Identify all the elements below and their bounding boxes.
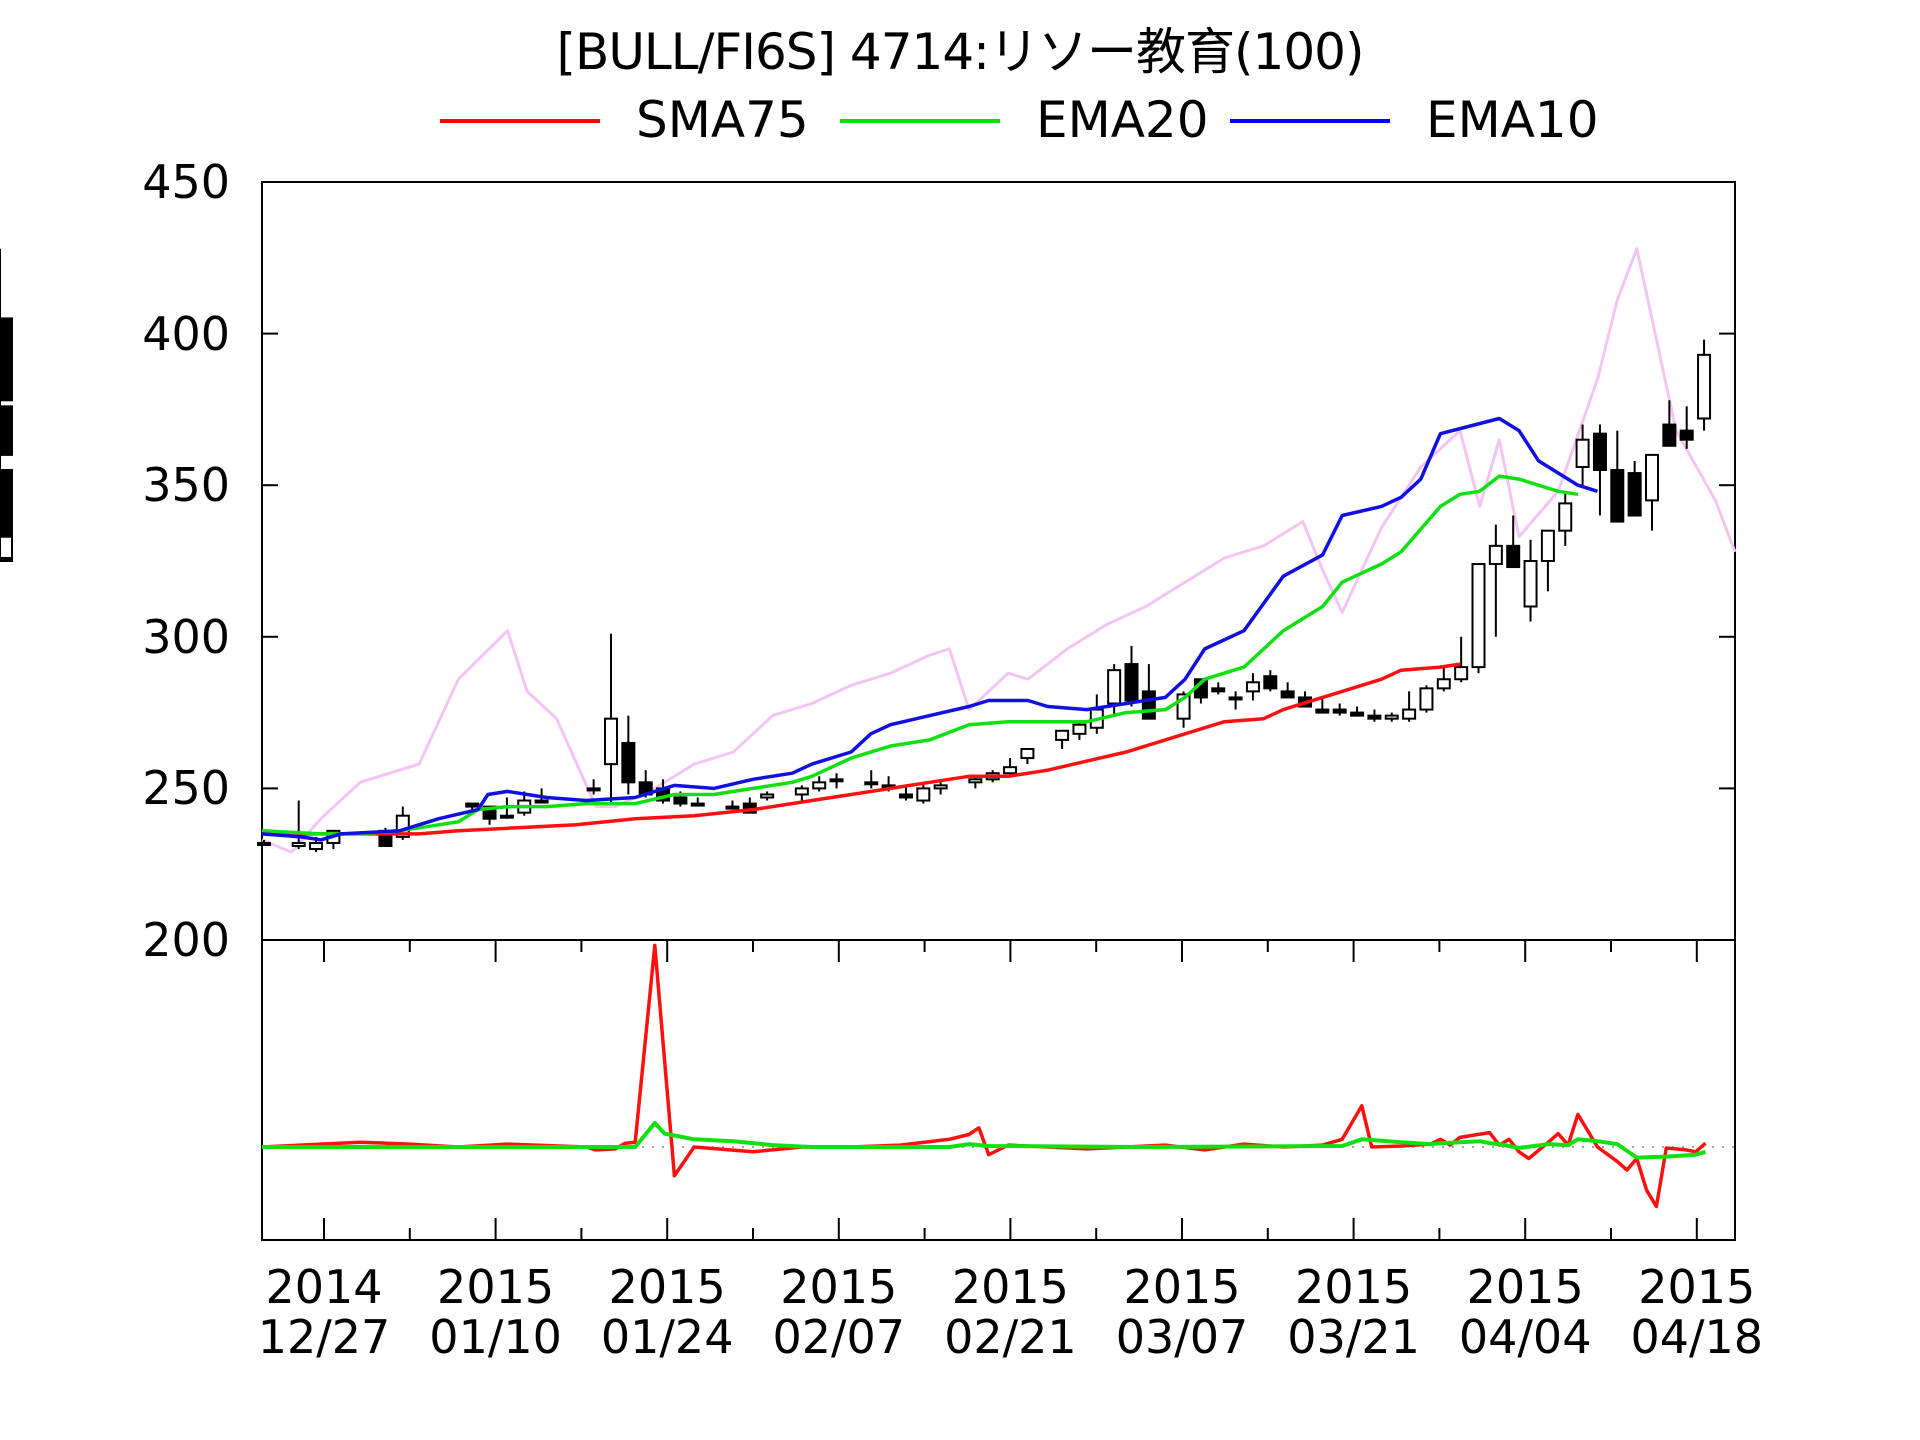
candle-bullish <box>968 778 983 784</box>
candle-bullish <box>257 841 271 846</box>
indicator-red-line <box>261 943 1707 1209</box>
x-tick-label: 2015 03/21 <box>1287 1260 1420 1364</box>
legend-label: EMA10 <box>1426 91 1599 149</box>
candle-bearish <box>1280 690 1295 699</box>
candle-bullish <box>1245 681 1260 693</box>
candle-bearish <box>1610 469 1625 523</box>
candle-bearish <box>1662 423 1677 447</box>
candle-bullish <box>1419 687 1434 711</box>
candle-bullish <box>1523 560 1538 608</box>
y-tick-label: 250 <box>142 761 230 815</box>
candle-bullish <box>1402 708 1417 720</box>
y-tick-label: 400 <box>142 307 230 361</box>
y-tick-label: 450 <box>142 155 230 209</box>
legend-line-icon <box>440 119 600 123</box>
x-tick-label: 2015 01/10 <box>429 1260 562 1364</box>
candle-bullish <box>1228 696 1243 701</box>
candle-bearish <box>1332 708 1347 714</box>
candle-bullish <box>690 802 705 807</box>
y-tick-label: 200 <box>142 913 230 967</box>
candle-bearish <box>1211 687 1226 693</box>
legend-line-icon <box>1230 119 1390 123</box>
candle-bearish <box>1141 690 1156 720</box>
x-tick-label: 2015 02/21 <box>944 1260 1077 1364</box>
candle-bullish <box>534 799 549 804</box>
candle-bearish <box>0 469 13 532</box>
sma75-line <box>262 662 1461 836</box>
candle-bearish <box>465 802 480 808</box>
candle-bullish <box>1697 353 1712 420</box>
candle-bullish <box>1471 563 1486 669</box>
candle-bullish <box>1558 502 1573 532</box>
candle-bullish <box>812 781 827 790</box>
candle-bearish <box>898 793 913 799</box>
candle-bearish <box>0 405 13 456</box>
x-tick-label: 2015 02/07 <box>772 1260 906 1364</box>
candle-bearish <box>1679 429 1694 441</box>
candle-bullish <box>916 787 931 802</box>
candle-bullish <box>1454 666 1469 681</box>
candle-bullish <box>933 784 948 790</box>
candle-bearish <box>1627 472 1642 517</box>
legend-line-icon <box>840 119 1000 123</box>
candle-bullish <box>829 778 844 783</box>
candle-bearish <box>1124 663 1139 702</box>
y-tick-label: 350 <box>142 458 230 512</box>
candle-bearish <box>673 796 688 805</box>
candle-bullish <box>1384 714 1399 720</box>
candle-bearish <box>621 741 636 784</box>
candle-bullish <box>1540 529 1555 562</box>
high-envelope-line <box>261 247 1737 854</box>
candle-bullish <box>1436 678 1451 690</box>
ema10-line <box>261 416 1599 842</box>
legend-label: EMA20 <box>1036 91 1209 149</box>
candle-bullish <box>1003 766 1018 775</box>
x-tick-label: 2015 04/18 <box>1630 1260 1764 1364</box>
candle-bullish <box>0 535 13 559</box>
candle-bearish <box>1315 708 1330 714</box>
candle-bullish <box>604 717 618 766</box>
candle-bearish <box>1506 544 1521 569</box>
candle-bullish <box>1107 669 1122 705</box>
candle-bearish <box>1263 675 1278 690</box>
candle-bullish <box>1645 453 1659 502</box>
candle-bullish <box>1020 747 1035 760</box>
candle-bullish <box>309 841 324 851</box>
x-tick-label: 2015 03/07 <box>1115 1260 1249 1364</box>
candle-bearish <box>1350 711 1365 717</box>
ema20-line <box>261 474 1579 836</box>
candle-bullish <box>586 787 601 792</box>
candle-bullish <box>725 805 740 810</box>
candle-bullish <box>864 781 879 786</box>
x-tick-label: 2015 01/24 <box>600 1260 734 1364</box>
candle-bullish <box>760 793 775 799</box>
candle-bullish <box>1055 729 1070 741</box>
candle-bullish <box>1488 544 1503 566</box>
candle-bullish <box>291 841 306 848</box>
candle-bearish <box>0 393 13 402</box>
indicator-green-line <box>262 1121 1707 1160</box>
chart-title: [BULL/FI6S] 4714:リソー教育(100) <box>556 23 1365 81</box>
indicator-panel-frame <box>261 939 1736 1241</box>
candle-bullish <box>499 814 514 819</box>
candle-bearish <box>1592 432 1607 472</box>
x-tick-label: 2014 12/27 <box>257 1260 391 1364</box>
candle-bullish <box>1575 438 1590 469</box>
legend-label: SMA75 <box>636 91 809 149</box>
candle-bullish <box>1072 723 1087 735</box>
y-tick-label: 300 <box>142 610 230 664</box>
candle-bearish <box>0 317 13 396</box>
candle-bearish <box>1367 714 1382 720</box>
x-tick-label: 2015 04/04 <box>1458 1260 1592 1364</box>
candle-bullish <box>794 787 809 796</box>
